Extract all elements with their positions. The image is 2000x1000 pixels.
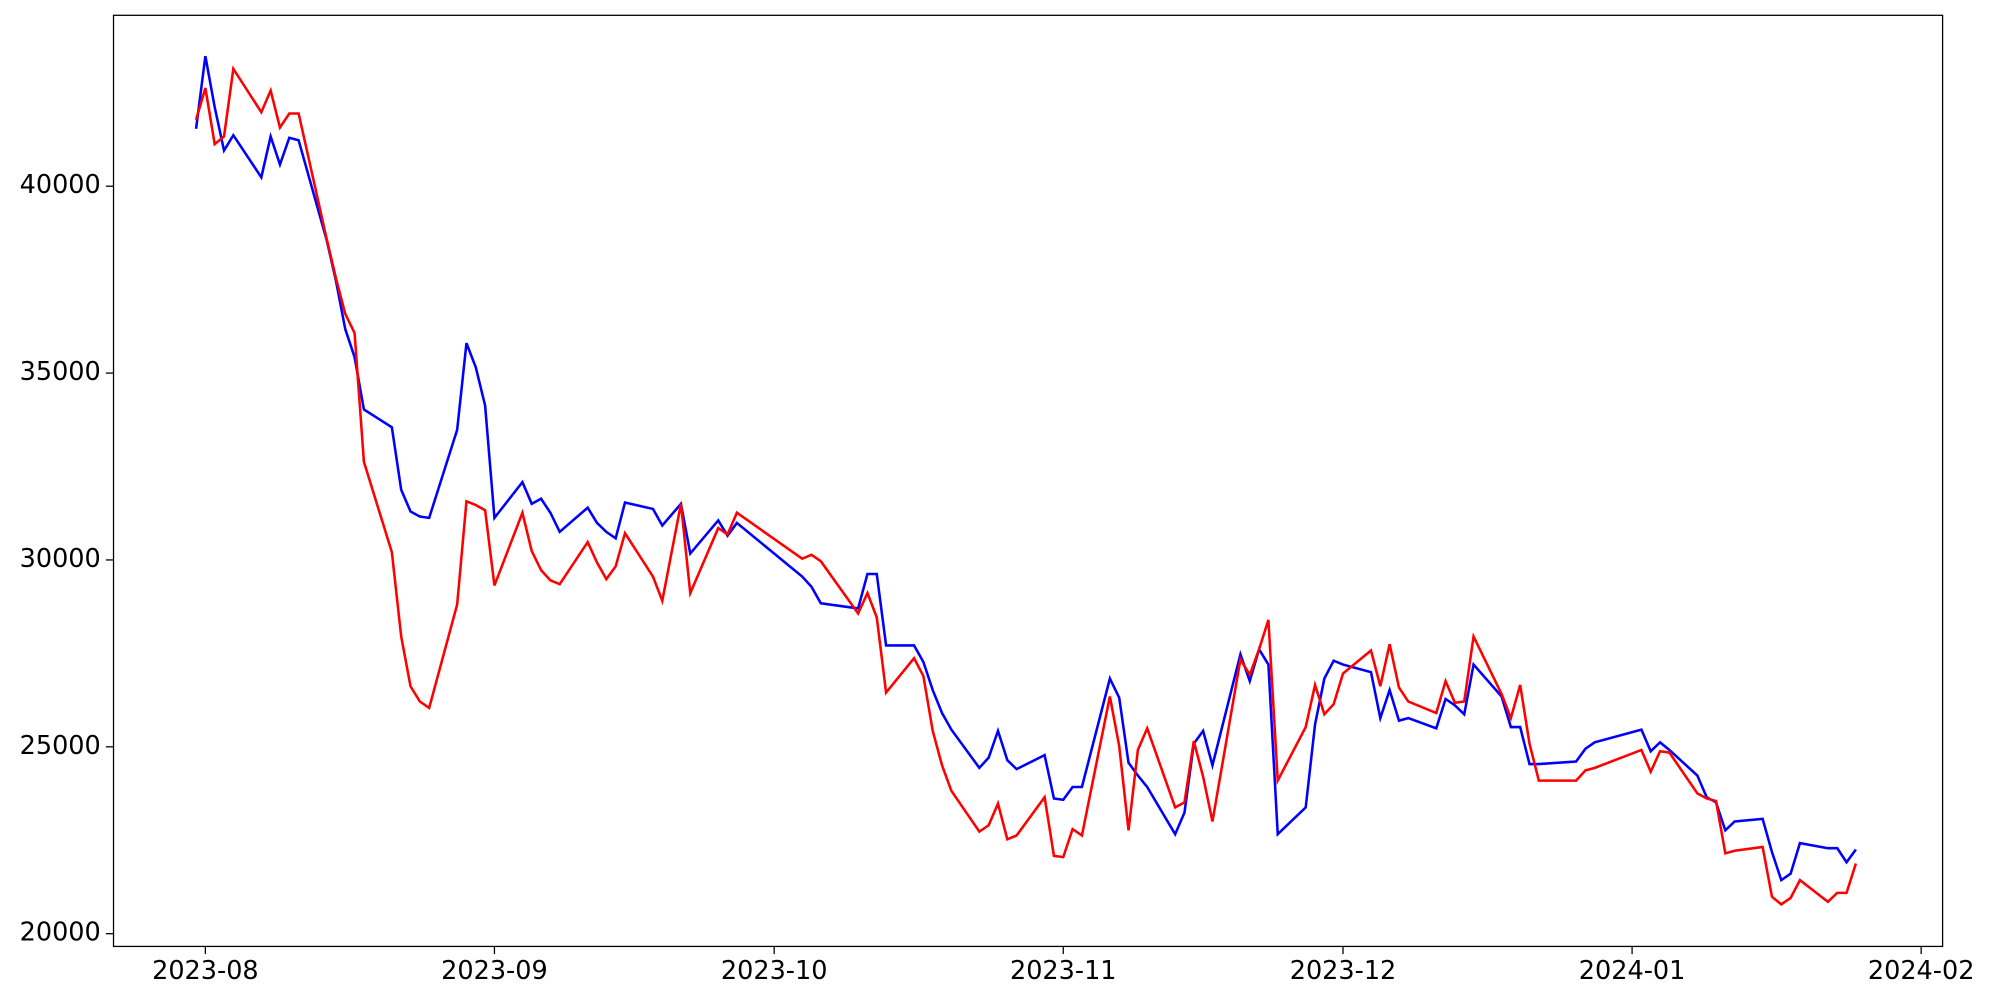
x-tick-label: 2023-10 [721,956,828,986]
x-tick-label: 2023-11 [1010,956,1117,986]
x-tick-label: 2023-12 [1290,956,1397,986]
y-tick-label: 35000 [20,357,101,387]
x-tick-label: 2023-08 [152,956,259,986]
series-line [194,55,1857,883]
plot-frame [112,14,1944,948]
y-tick-label: 30000 [20,544,101,574]
y-tick-label: 40000 [20,170,101,200]
x-tick-label: 2024-01 [1579,956,1686,986]
y-tick-label: 25000 [20,731,101,761]
series-line [194,65,1858,906]
y-tick-label: 20000 [20,918,101,948]
x-tick-label: 2024-02 [1868,956,1975,986]
x-tick-label: 2023-09 [441,956,548,986]
